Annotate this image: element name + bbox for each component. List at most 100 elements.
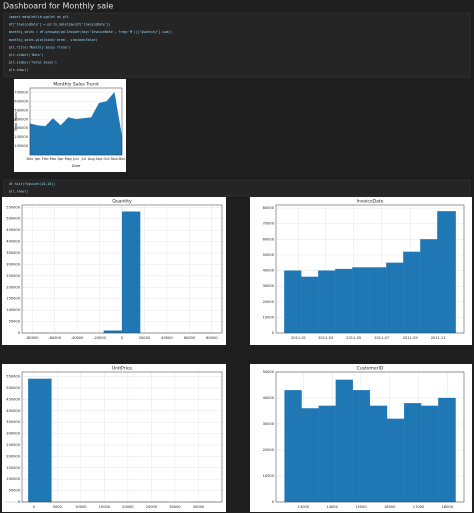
y-tick-label: 600000	[14, 99, 28, 103]
y-tick-label: 0	[272, 500, 275, 504]
x-tick-label: Jan	[34, 157, 41, 161]
x-tick-label: 14000	[326, 505, 338, 509]
code-line: plt.title('Monthly Sales Trend')	[9, 45, 70, 49]
code-cell	[3, 12, 471, 78]
chart-title: UnitPrice	[112, 366, 132, 372]
x-tick-label: 5000	[53, 505, 63, 509]
x-tick-label: 10000	[75, 505, 87, 509]
y-tick-label: 50000	[263, 253, 275, 257]
histogram-bar	[369, 405, 388, 503]
x-tick-label: Oct	[104, 157, 111, 161]
histogram-bar	[318, 270, 336, 334]
histogram-bar	[284, 390, 302, 503]
histogram-bar	[352, 390, 371, 503]
x-tick-label: 16000	[384, 505, 396, 509]
x-tick-label: 35000	[193, 505, 205, 509]
histogram-bar	[335, 379, 353, 503]
y-tick-label: 400000	[6, 409, 20, 413]
y-tick-label: 700000	[14, 90, 28, 94]
axes-frame	[275, 204, 465, 334]
x-tick-label: 80000	[206, 336, 218, 340]
x-tick-label: -80000	[26, 336, 39, 340]
x-tick-label: Feb	[42, 157, 49, 161]
y-tick-label: 10000	[263, 474, 275, 478]
x-tick-label: Jun	[72, 157, 79, 161]
y-tick-label: 300000	[6, 432, 20, 436]
y-tick-label: 0	[18, 331, 21, 335]
y-tick-label: 50000	[9, 320, 21, 324]
x-tick-label: -40000	[71, 336, 84, 340]
y-tick-label: 450000	[6, 397, 20, 401]
x-tick-label: 25000	[146, 505, 158, 509]
y-tick-label: 400000	[6, 240, 20, 244]
code-line: import matplotlib.pyplot as plt	[9, 15, 69, 19]
code-line: df['InvoiceDate'] = pd.to_datetime(df['I…	[9, 23, 111, 27]
code-line: monthly_sales = df.groupby(pd.Grouper(ke…	[9, 30, 172, 34]
histogram-bar	[386, 418, 405, 503]
y-tick-label: 400000	[14, 117, 28, 121]
histogram-bar	[28, 378, 52, 503]
y-tick-label: 500000	[6, 217, 20, 221]
histogram-bar	[369, 267, 387, 334]
x-axis-label: Date	[72, 164, 81, 168]
y-tick-label: 10000	[263, 315, 275, 319]
y-tick-label: 80000	[263, 206, 275, 210]
chart-title: Quantity	[112, 199, 132, 205]
x-tick-label: 0	[33, 505, 36, 509]
x-tick-label: 30000	[169, 505, 181, 509]
y-axis-label: Total Sales	[14, 112, 18, 132]
y-tick-label: 350000	[6, 251, 20, 255]
x-tick-label: 2011-07	[374, 336, 389, 340]
histogram-bar	[318, 405, 336, 503]
y-tick-label: 550000	[6, 375, 20, 379]
histogram-bar	[404, 403, 422, 503]
x-tick-label: 40000	[161, 336, 173, 340]
x-tick-label: Dec	[27, 157, 34, 161]
x-tick-label: -20000	[93, 336, 106, 340]
histogram-bar	[103, 330, 123, 334]
x-tick-label: May	[65, 157, 73, 161]
y-tick-label: 20000	[263, 448, 275, 452]
histogram-bar	[121, 211, 141, 334]
histogram-bar	[352, 267, 370, 334]
code-line: plt.show()	[9, 68, 28, 72]
x-tick-label: 2011-09	[403, 336, 419, 340]
x-tick-label: 2011-01	[291, 336, 306, 340]
x-tick-label: 15000	[99, 505, 111, 509]
x-tick-label: Nov	[111, 157, 119, 161]
y-tick-label: 60000	[263, 237, 275, 241]
y-tick-label: 40000	[263, 396, 275, 400]
plot-area	[22, 372, 222, 502]
code-line: df.hist(figsize=(10,10))	[9, 182, 55, 186]
x-tick-label: 13000	[298, 505, 310, 509]
histogram-bar	[438, 397, 456, 503]
axes-frame	[21, 204, 223, 334]
x-tick-label: 18000	[442, 505, 454, 509]
y-tick-label: 20000	[263, 300, 275, 304]
y-tick-label: 100000	[14, 144, 28, 148]
histogram-bar	[386, 262, 404, 334]
histogram-bar	[420, 239, 438, 334]
y-tick-label: 300000	[14, 126, 28, 130]
histogram-bar	[421, 405, 439, 503]
axes-frame	[29, 87, 123, 156]
y-tick-label: 450000	[6, 228, 20, 232]
x-tick-label: 15000	[355, 505, 367, 509]
x-tick-label: Dec	[119, 157, 126, 161]
x-tick-label: 17000	[413, 505, 425, 509]
x-tick-label: Apr	[58, 157, 65, 161]
y-tick-label: 70000	[263, 222, 275, 226]
page-title: Dashboard for Monthly sale	[3, 2, 113, 11]
x-tick-label: Jul	[80, 157, 85, 161]
code-line: monthly_sales.plot(kind='area', stacked=…	[9, 38, 97, 42]
x-tick-label: 0	[121, 336, 124, 340]
x-tick-label: -60000	[48, 336, 61, 340]
y-tick-label: 500000	[14, 108, 28, 112]
x-tick-label: 20000	[122, 505, 134, 509]
axes-frame	[21, 371, 223, 503]
x-tick-label: Sep	[96, 157, 103, 161]
y-tick-label: 50000	[263, 370, 275, 374]
axes-frame	[275, 371, 465, 503]
chart-title: CustomerID	[357, 366, 384, 372]
